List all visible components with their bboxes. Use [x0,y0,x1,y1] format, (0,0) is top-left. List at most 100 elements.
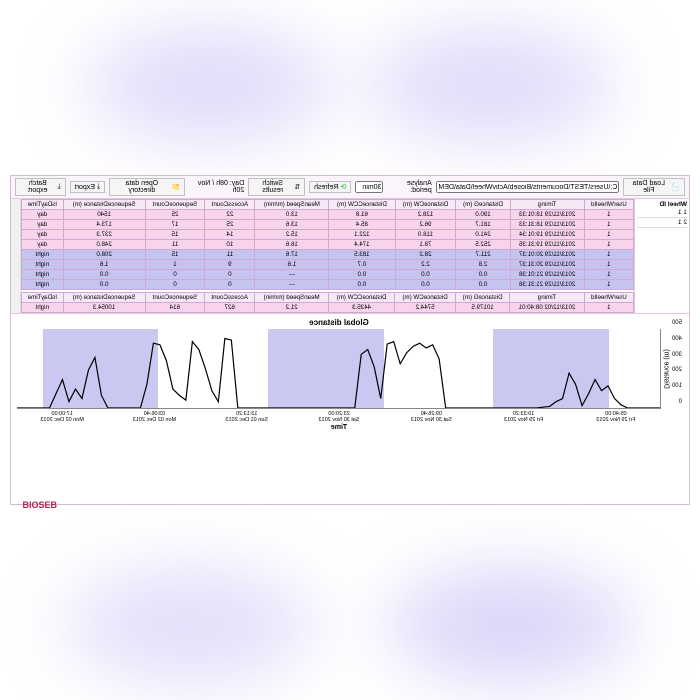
table-cell: 16.6 [255,240,329,250]
column-header[interactable]: UserWheelId [584,293,633,303]
x-tick: 05:40:00Fri 29 Nov 2013 [571,411,661,423]
y-tick: 100 [672,383,682,389]
table-cell: 0.0 [329,270,395,280]
column-header[interactable]: SequenceDistance (m) [63,200,145,210]
table-cell: 2013/11/29 20:01:37 [510,250,584,260]
table-cell: 2013/11/29 19:31:35 [510,240,584,250]
batch-export-button[interactable]: ⤓Batch export [15,178,66,196]
table-row[interactable]: 12013/11/29 21:01:380.00.00.0---000.0nig… [22,270,634,280]
table-cell: 174.4 [329,240,395,250]
table-cell: 627 [205,303,255,313]
table-cell: 5744.2 [395,303,456,313]
table-cell: day [22,230,64,240]
table-row[interactable]: 12013/11/29 20:31:372.82.20.71.6911.6nig… [22,260,634,270]
toolbar: 📄Load Data File Analyse period: ⟳Refresh… [11,176,689,199]
table-row[interactable]: 12013/11/29 19:01:34241.0118.0122.115.21… [22,230,634,240]
table-cell: 118.0 [395,230,456,240]
column-header[interactable]: DistanceCW (m) [395,293,456,303]
path-field[interactable] [436,181,620,193]
analyse-label: Analyse period: [387,180,431,194]
folder-icon: 📁 [172,183,181,191]
table-cell: 2.2 [395,260,456,270]
table-cell: 0.0 [63,280,145,290]
table-cell: 13.0 [255,210,329,220]
wheel-id-row[interactable]: 1 1 [637,208,687,218]
summary-row[interactable]: 12013/12/02 08:40:0110179.55744.24435.32… [22,303,634,313]
table-cell: 1 [584,220,633,230]
x-tick: 03:06:40Mon 02 Dec 2013 [109,411,199,423]
table-cell: 78.1 [395,240,456,250]
column-header[interactable]: DistanceCCW (m) [329,200,395,210]
table-cell: 1 [145,260,205,270]
open-data-dir-button[interactable]: 📁Open data directory [109,178,185,196]
column-header[interactable]: IsDayTime [22,200,64,210]
table-cell: day [22,240,64,250]
x-tick: 19:33:20Fri 29 Nov 2013 [479,411,569,423]
column-header[interactable]: Timing [510,200,584,210]
column-header[interactable]: AccessCount [205,200,255,210]
column-header[interactable]: AccessCount [205,293,255,303]
table-cell: 15.2 [255,230,329,240]
table-cell: 0.0 [395,270,456,280]
decorative-blur [80,20,340,150]
x-tick: 09:26:40Sat 30 Nov 2013 [386,411,476,423]
table-cell: 241.0 [456,230,510,240]
table-cell: 128.2 [395,210,456,220]
vertical-scrollbar[interactable] [11,199,21,313]
x-axis-ticks: 05:40:00Fri 29 Nov 201319:33:20Fri 29 No… [17,411,661,423]
table-cell: 237.3 [63,230,145,240]
x-tick: 17:00:00Mon 02 Dec 2013 [17,411,107,423]
column-header[interactable]: Timing [510,293,585,303]
table-row[interactable]: 12013/11/29 21:31:380.00.00.0---000.0nig… [22,280,634,290]
table-row[interactable]: 12013/11/29 18:31:33181.796.285.413.6251… [22,220,634,230]
column-header[interactable]: MeanSpeed (m/min) [255,200,329,210]
results-table: UserWheelIdTimingDistanceG (m)DistanceCW… [21,199,634,290]
column-header[interactable]: DistanceG (m) [456,200,510,210]
table-cell: 252.5 [456,240,510,250]
table-cell: 25 [145,210,205,220]
column-header[interactable]: SequenceCount [145,293,205,303]
y-tick: 0 [679,399,682,405]
table-cell: 1 [584,280,633,290]
table-cell: 1540 [63,210,145,220]
column-header[interactable]: SequenceCount [145,200,205,210]
table-cell: 28.2 [395,250,456,260]
refresh-button[interactable]: ⟳Refresh [309,181,351,193]
x-tick: 23:20:00Sat 30 Nov 2013 [294,411,384,423]
column-header[interactable]: DistanceCCW (m) [328,293,394,303]
table-cell: night [22,260,64,270]
column-header[interactable]: IsDayTime [22,293,64,303]
table-cell: 11 [145,240,205,250]
table-cell: night [22,280,64,290]
column-header[interactable]: DistanceCW (m) [395,200,456,210]
table-cell: 183.5 [329,250,395,260]
chart-title: Global distance [17,318,661,327]
table-cell: 614 [145,303,205,313]
table-row[interactable]: 12013/11/29 19:31:35252.578.1174.416.610… [22,240,634,250]
table-cell: 25 [205,220,255,230]
table-cell: 2013/11/29 20:31:37 [510,260,584,270]
table-cell: 0.0 [395,280,456,290]
column-header[interactable]: MeanSpeed (m/min) [255,293,329,303]
refresh-icon: ⟳ [341,183,347,191]
load-file-button[interactable]: 📄Load Data File [623,178,685,196]
analyse-period-field[interactable] [355,181,383,193]
column-header[interactable]: DistanceG (m) [456,293,510,303]
table-cell: 2013/11/29 18:01:33 [510,210,584,220]
table-cell: 1.6 [255,260,329,270]
summary-table: UserWheelIdTimingDistanceG (m)DistanceCW… [21,292,634,313]
table-row[interactable]: 12013/11/29 18:01:33190.0128.261.813.022… [22,210,634,220]
table-cell: 0 [205,270,255,280]
column-header[interactable]: UserWheelId [584,200,633,210]
column-header[interactable]: SequenceDistance (m) [63,293,145,303]
wheel-id-row[interactable]: 2 1 [637,218,687,228]
table-row[interactable]: 12013/11/29 20:01:37211.728.2183.517.611… [22,250,634,260]
table-cell: day [22,210,64,220]
chart-panel: Global distance Distance (m) 01002003004… [11,313,689,504]
table-cell: 11 [205,250,255,260]
table-cell: 2.8 [456,260,510,270]
table-cell: 1 [584,250,633,260]
table-cell: night [22,250,64,260]
export-button[interactable]: ⤓Export [70,181,105,193]
switch-results-button[interactable]: ⇅Switch results [248,178,305,196]
